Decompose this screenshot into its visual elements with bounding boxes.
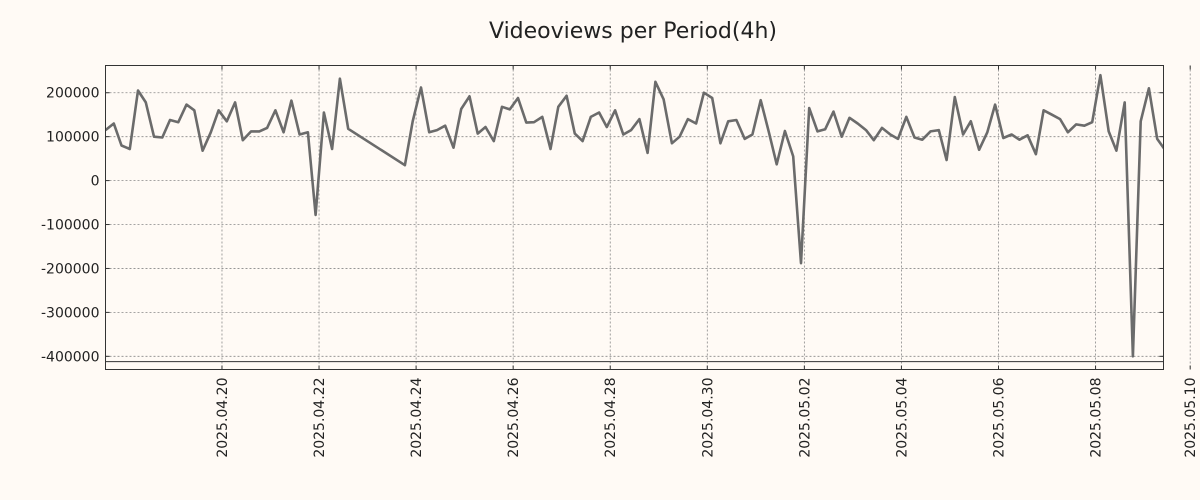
x-tick-label: 2025.04.28 xyxy=(603,378,619,458)
x-tick-label: 2025.04.20 xyxy=(215,378,231,458)
series-layer xyxy=(105,73,1164,358)
plot-area-frame xyxy=(105,65,1164,370)
x-tick-label: 2025.04.26 xyxy=(506,377,522,457)
x-axis-tick-labels: 2025.04.20 2025.04.22 2025.04.24 2025.04.26… xyxy=(215,377,1199,457)
x-tick-label: 2025.05.10 xyxy=(1183,378,1199,458)
x-tick-label: 2025.05.04 xyxy=(894,377,910,457)
series-line-videoviews xyxy=(105,73,1164,358)
y-tick-label: 100000 xyxy=(46,130,99,146)
x-tick-label: 2025.05.02 xyxy=(797,378,813,458)
y-axis-tick-labels: 200000 100000 0 -100000 -200000 -300000 -40000… xyxy=(41,86,100,366)
chart-title: Videoviews per Period(4h) xyxy=(489,19,777,44)
y-tick-label: -400000 xyxy=(41,349,100,365)
y-tick-label: -300000 xyxy=(41,305,100,321)
x-tick-label: 2025.04.30 xyxy=(700,378,716,458)
x-tick-label: 2025.04.22 xyxy=(312,378,328,458)
y-tick-label: -100000 xyxy=(41,218,100,234)
y-tick-label: 200000 xyxy=(46,86,99,102)
x-tick-label: 2025.05.08 xyxy=(1089,378,1105,458)
x-tick-label: 2025.04.24 xyxy=(409,377,425,457)
y-tick-label: 0 xyxy=(91,174,100,190)
grid-lines xyxy=(105,65,1191,370)
y-tick-label: -200000 xyxy=(41,261,100,277)
x-tick-label: 2025.05.06 xyxy=(991,377,1007,457)
